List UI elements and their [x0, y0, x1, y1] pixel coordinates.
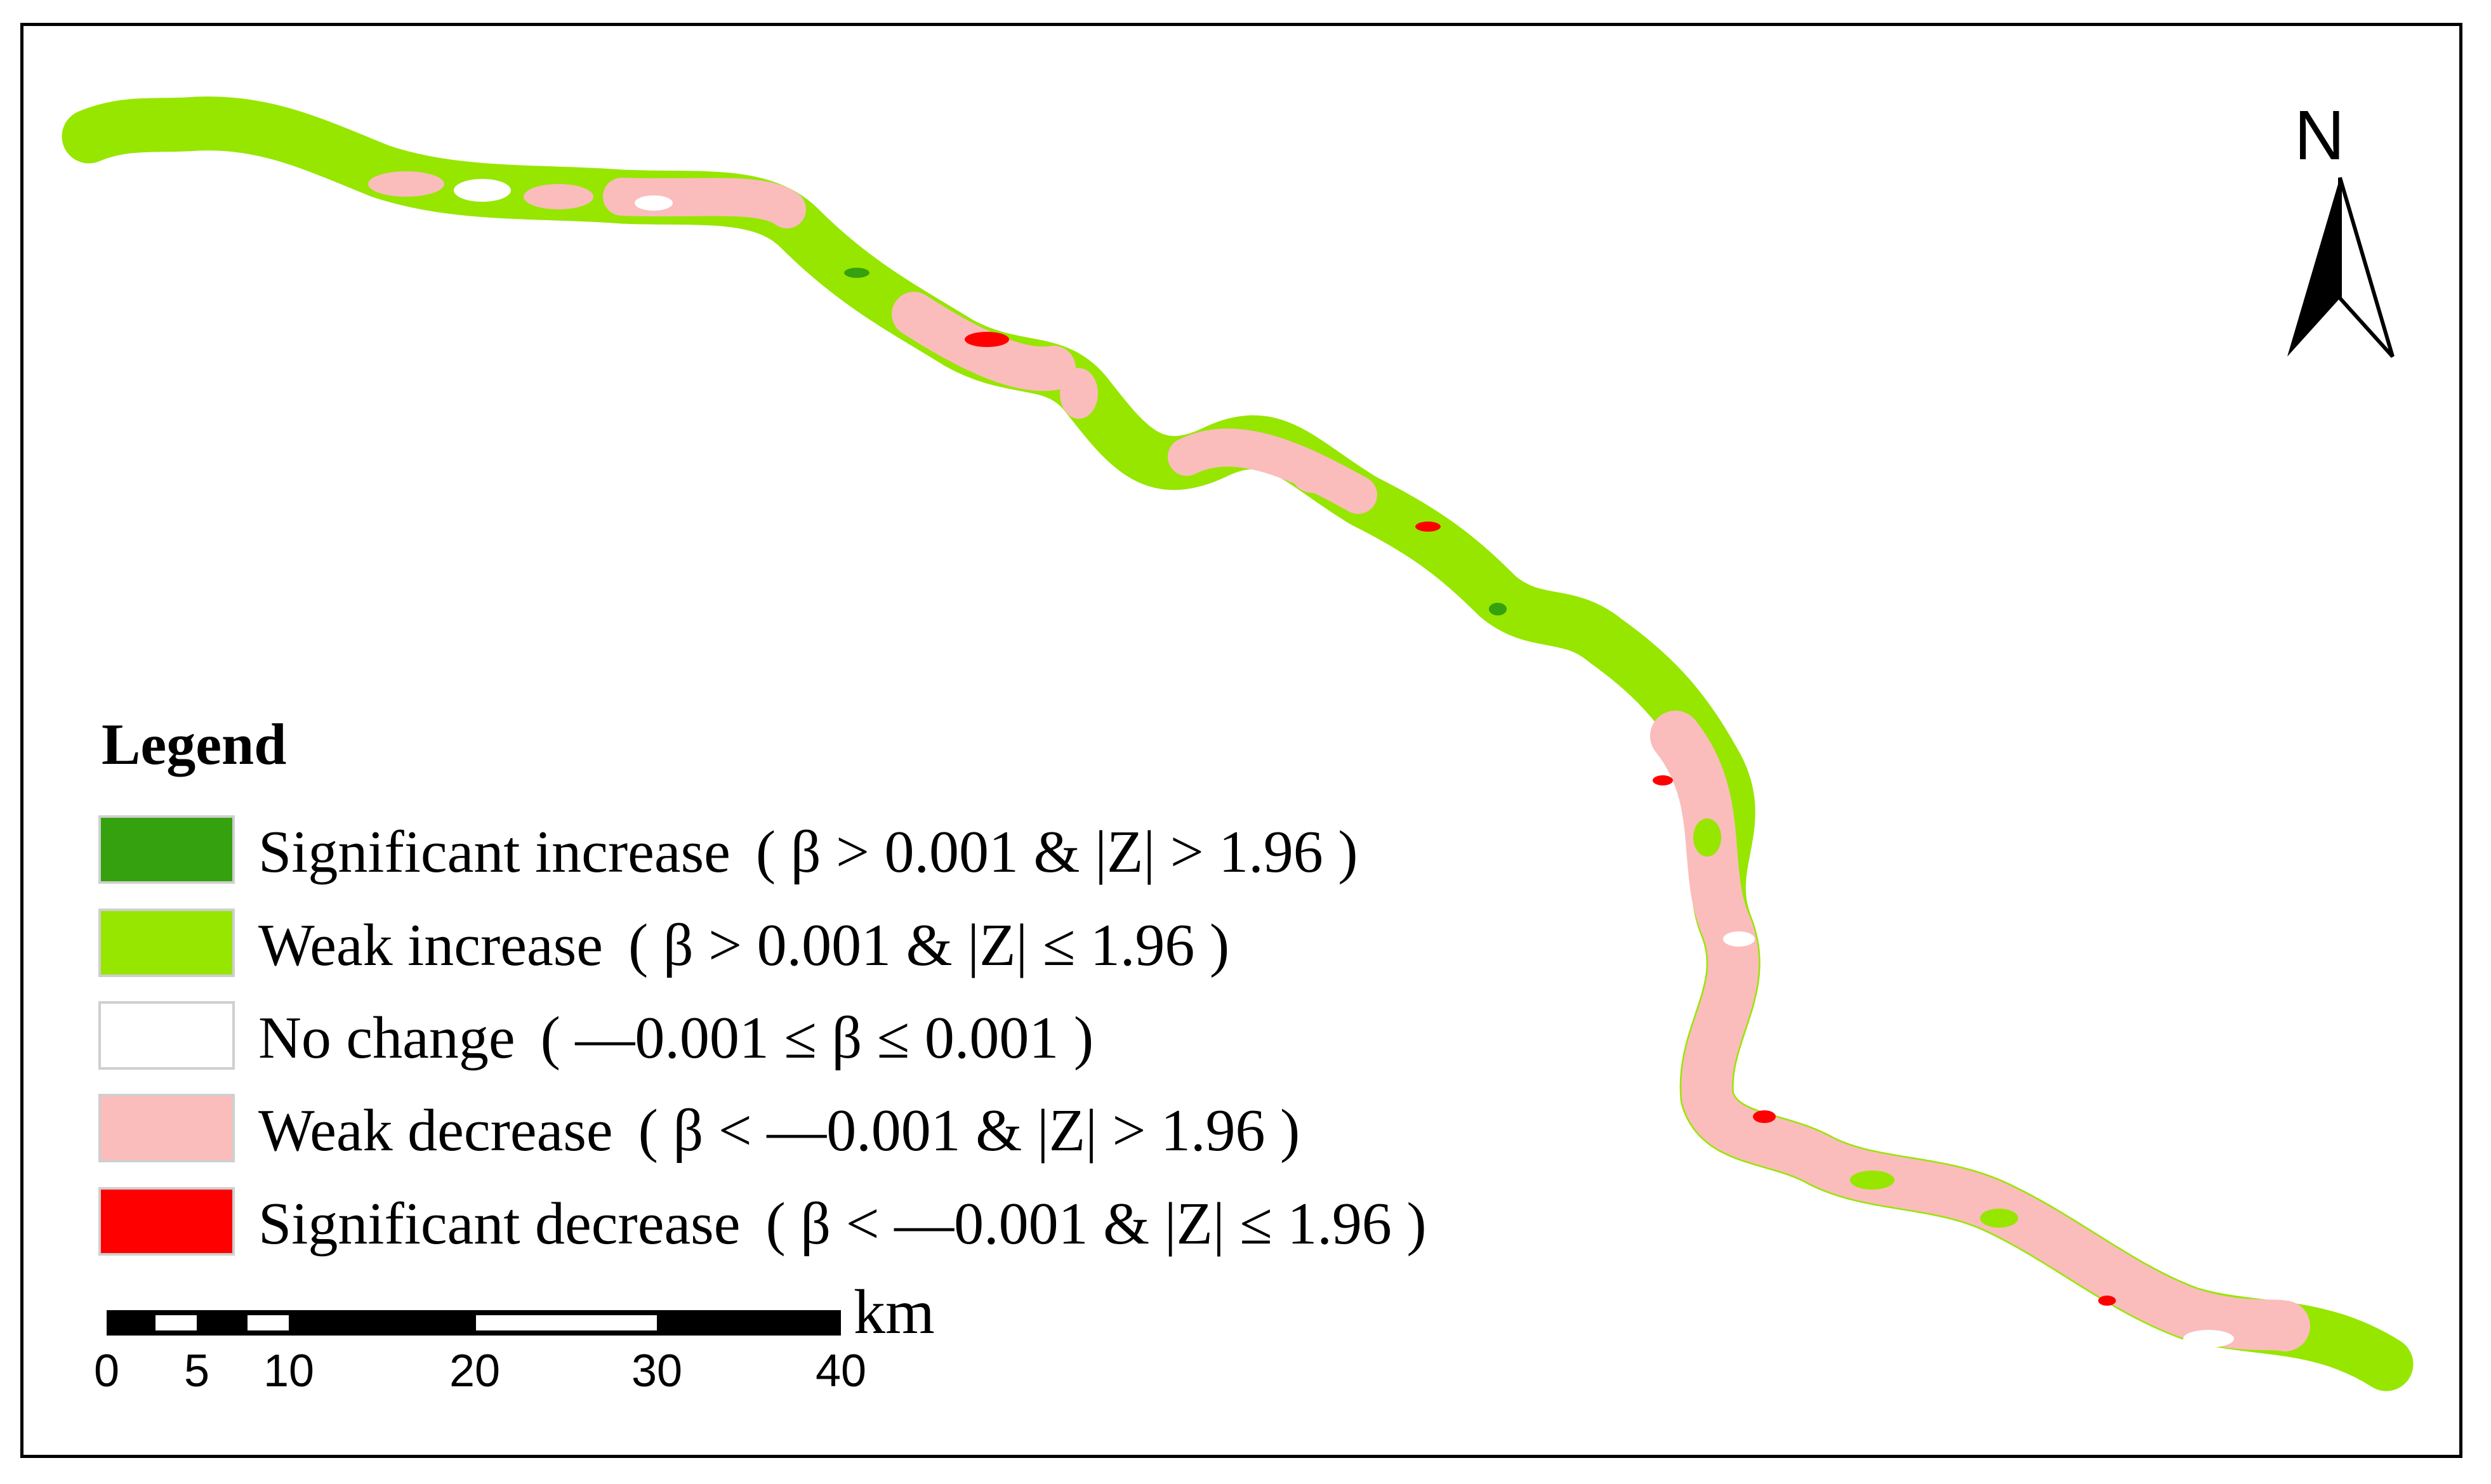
change-patches: [368, 171, 2234, 1348]
swatch-weak-decrease: [98, 1094, 235, 1162]
legend-label: No change: [258, 1005, 515, 1071]
swatch-significant-increase: [98, 815, 235, 884]
north-arrow-icon: [2287, 177, 2395, 358]
legend-title: Legend: [102, 712, 287, 777]
legend-condition: ( β < —0.001 & |Z| ≤ 1.96 ): [765, 1191, 1427, 1257]
swatch-weak-increase: [98, 909, 235, 977]
scale-tick: 20: [449, 1346, 501, 1396]
scale-tick: 30: [631, 1346, 683, 1396]
swatch-no-change: [98, 1001, 235, 1070]
scale-unit: km: [854, 1277, 935, 1347]
scale-tick: 10: [263, 1346, 315, 1396]
legend-label: Significant decrease: [258, 1191, 741, 1257]
map-frame: [20, 23, 2462, 1458]
legend-label: Weak decrease: [258, 1098, 613, 1164]
legend-label: Significant increase: [258, 819, 730, 885]
legend-condition: ( β > 0.001 & |Z| ≤ 1.96 ): [628, 912, 1230, 978]
scale-tick: 40: [815, 1346, 867, 1396]
river-corridor: [62, 96, 2414, 1391]
legend-condition: ( —0.001 ≤ β ≤ 0.001 ): [540, 1005, 1094, 1071]
scale-tick: 5: [183, 1346, 210, 1396]
swatch-significant-decrease: [98, 1187, 235, 1256]
north-label: N: [2294, 96, 2345, 174]
legend-condition: ( β > 0.001 & |Z| > 1.96 ): [755, 819, 1358, 885]
legend-condition: ( β < —0.001 & |Z| > 1.96 ): [638, 1098, 1300, 1164]
scale-tick: 0: [93, 1346, 120, 1396]
legend-label: Weak increase: [258, 912, 604, 978]
scale-bar: [107, 1310, 841, 1336]
